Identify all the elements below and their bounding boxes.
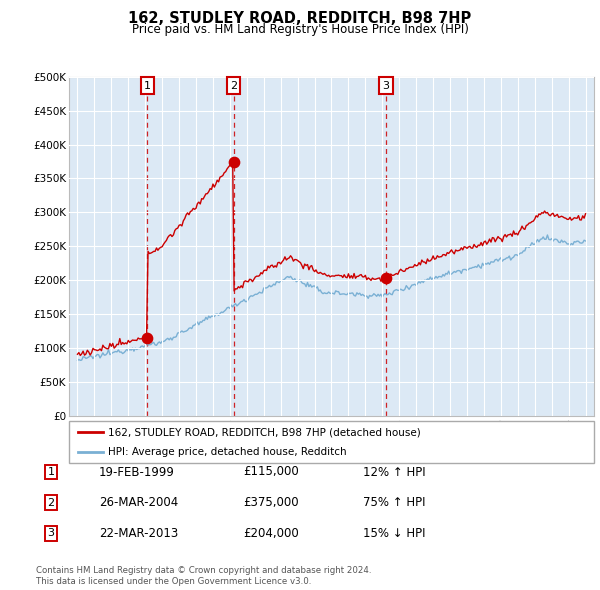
Text: 12% ↑ HPI: 12% ↑ HPI xyxy=(363,466,425,478)
Text: Contains HM Land Registry data © Crown copyright and database right 2024.
This d: Contains HM Land Registry data © Crown c… xyxy=(36,566,371,586)
Text: 1: 1 xyxy=(47,467,55,477)
Point xyxy=(229,157,239,166)
Text: 2: 2 xyxy=(47,498,55,507)
Text: 3: 3 xyxy=(383,80,389,90)
Text: HPI: Average price, detached house, Redditch: HPI: Average price, detached house, Redd… xyxy=(109,447,347,457)
Text: 2: 2 xyxy=(230,80,238,90)
Text: 3: 3 xyxy=(47,529,55,538)
Text: 22-MAR-2013: 22-MAR-2013 xyxy=(99,527,178,540)
Point xyxy=(143,333,152,343)
Text: 26-MAR-2004: 26-MAR-2004 xyxy=(99,496,178,509)
Text: £204,000: £204,000 xyxy=(243,527,299,540)
Text: 162, STUDLEY ROAD, REDDITCH, B98 7HP: 162, STUDLEY ROAD, REDDITCH, B98 7HP xyxy=(128,11,472,25)
Text: £375,000: £375,000 xyxy=(243,496,299,509)
Text: 15% ↓ HPI: 15% ↓ HPI xyxy=(363,527,425,540)
Text: 1: 1 xyxy=(144,80,151,90)
Point xyxy=(381,273,391,282)
Text: Price paid vs. HM Land Registry's House Price Index (HPI): Price paid vs. HM Land Registry's House … xyxy=(131,23,469,36)
Text: 19-FEB-1999: 19-FEB-1999 xyxy=(99,466,175,478)
Text: 75% ↑ HPI: 75% ↑ HPI xyxy=(363,496,425,509)
Text: £115,000: £115,000 xyxy=(243,466,299,478)
Text: 162, STUDLEY ROAD, REDDITCH, B98 7HP (detached house): 162, STUDLEY ROAD, REDDITCH, B98 7HP (de… xyxy=(109,427,421,437)
